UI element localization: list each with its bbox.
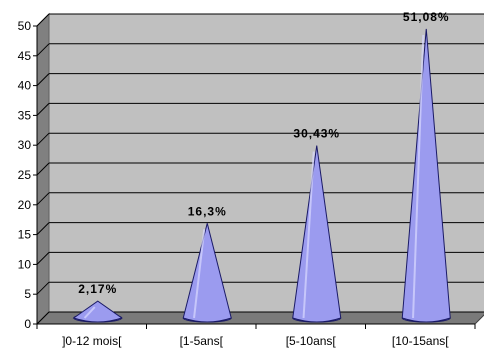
cone-bar (182, 223, 232, 323)
y-tick-label: 25 (18, 168, 32, 182)
y-tick-label: 15 (18, 228, 32, 242)
gridline-side-45 (36, 43, 50, 57)
data-label: 16,3% (188, 204, 227, 218)
cone-bar (292, 145, 342, 323)
data-label: 2,17% (78, 282, 117, 296)
data-labels: 2,17% 16,3% 30,43% 51,08% (78, 10, 450, 296)
gridline-side-30 (36, 132, 50, 146)
x-tick-label: ]0-12 mois[ (62, 334, 122, 348)
y-tick-label: 40 (18, 79, 32, 93)
gridline-side-35 (36, 103, 50, 116)
cone-bar (401, 28, 451, 323)
y-tick-label: 20 (18, 198, 32, 212)
x-tick-label: [1-5ans[ (180, 334, 224, 348)
data-label: 30,43% (293, 127, 340, 141)
bars (72, 28, 451, 323)
x-axis: ]0-12 mois[ [1-5ans[ [5-10ans[ [10-15ans[ (36, 323, 476, 348)
y-tick-label: 45 (18, 49, 32, 63)
y-tick-label: 50 (18, 19, 32, 33)
y-axis: 0 5 10 15 20 25 30 35 40 45 50 (18, 19, 38, 331)
gridline-side-40 (36, 73, 50, 86)
x-tick-label: [5-10ans[ (286, 334, 337, 348)
y-tick-label: 10 (18, 257, 32, 271)
gridline-side-50 (36, 13, 50, 27)
gridline-side-10 (36, 252, 50, 265)
y-tick-label: 0 (24, 317, 31, 331)
y-tick-label: 35 (18, 108, 32, 122)
gridline-side-25 (36, 162, 50, 176)
cone-highlight (193, 229, 206, 319)
cone-highlight (302, 151, 315, 319)
gridline-side-15 (36, 222, 50, 235)
cone-highlight (412, 34, 425, 319)
y-tick-label: 5 (24, 287, 31, 301)
gridline-side-20 (36, 192, 50, 206)
gridline-side-0 (36, 311, 50, 325)
x-tick-label: [10-15ans[ (392, 334, 449, 348)
data-label: 51,08% (403, 10, 450, 24)
cone-highlight (83, 306, 96, 319)
gridline-side-5 (36, 281, 50, 295)
y-tick-label: 30 (18, 138, 32, 152)
